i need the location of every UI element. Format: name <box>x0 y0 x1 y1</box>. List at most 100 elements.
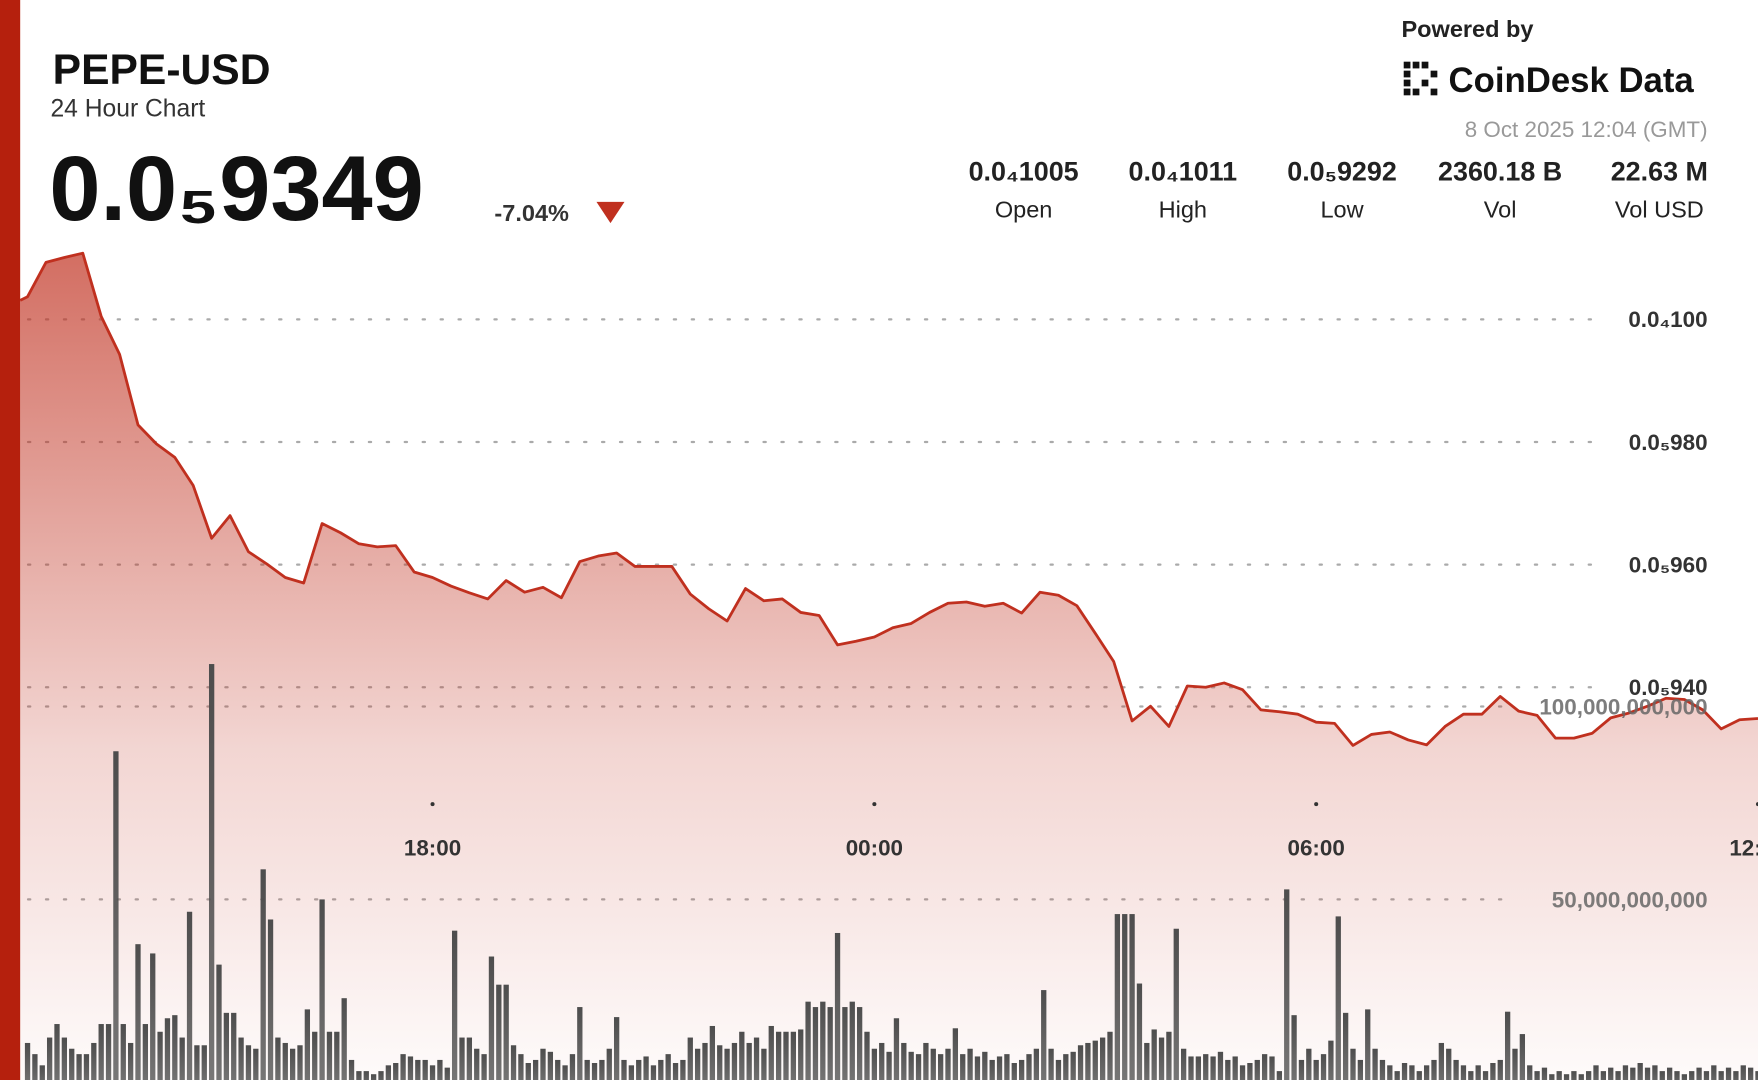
volume-bar <box>422 1059 428 1080</box>
volume-bar <box>164 1018 171 1080</box>
volume-bar <box>1203 1054 1209 1080</box>
volume-bar <box>216 964 222 1080</box>
volume-bar <box>1527 1065 1533 1080</box>
volume-bar <box>1541 1067 1548 1080</box>
volume-bar <box>775 1031 782 1080</box>
volume-bar <box>591 1063 598 1080</box>
volume-bar <box>407 1056 414 1080</box>
volume-bar <box>1328 1040 1334 1080</box>
volume-bar <box>1615 1071 1621 1080</box>
volume-bar <box>562 1065 568 1080</box>
volume-bar <box>1401 1063 1408 1080</box>
volume-bar <box>208 664 215 1080</box>
volume-bar <box>223 1012 230 1080</box>
volume-bar <box>650 1065 657 1080</box>
volume-bar <box>334 1031 340 1080</box>
stat-label: High <box>1159 197 1207 223</box>
current-price: 0.0₅9349 <box>49 138 423 240</box>
stat-value: 0.0₄1005 <box>969 157 1079 187</box>
stat-label: Vol <box>1484 197 1517 223</box>
volume-bar <box>658 1059 664 1080</box>
volume-bar <box>91 1042 97 1080</box>
volume-bar <box>312 1031 318 1080</box>
volume-bar <box>672 1063 679 1080</box>
volume-bar <box>761 1048 767 1080</box>
volume-bar <box>1298 1059 1305 1080</box>
x-tick <box>872 802 877 807</box>
volume-bar <box>69 1048 75 1080</box>
volume-bar <box>1571 1071 1577 1080</box>
volume-bar <box>1335 916 1341 1080</box>
volume-bar <box>1438 1042 1445 1080</box>
volume-bar <box>245 1045 252 1080</box>
volume-bar <box>518 1054 524 1080</box>
volume-bar <box>253 1048 259 1080</box>
volume-bar <box>385 1065 392 1080</box>
volume-bar <box>194 1045 200 1080</box>
volume-bar <box>341 998 347 1080</box>
volume-bar <box>996 1056 1003 1080</box>
volume-bar <box>1239 1065 1246 1080</box>
volume-bar <box>540 1048 546 1080</box>
volume-bar <box>1350 1048 1356 1080</box>
volume-bar <box>1276 1071 1283 1080</box>
volume-bar <box>628 1065 635 1080</box>
volume-bar <box>1041 990 1047 1080</box>
volume-bar <box>127 1042 134 1080</box>
volume-bar <box>1652 1065 1658 1080</box>
volume-bar <box>363 1071 369 1080</box>
volume-bar <box>555 1059 561 1080</box>
volume-bar <box>864 1031 870 1080</box>
volume-bar <box>1689 1071 1695 1080</box>
volume-bar <box>1107 1031 1113 1080</box>
volume-bar <box>459 1037 465 1080</box>
volume-bar <box>820 1001 826 1080</box>
volume-bar <box>1423 1065 1430 1080</box>
volume-bar <box>267 919 274 1080</box>
volume-bar <box>1158 1037 1165 1080</box>
volume-bar <box>569 1054 576 1080</box>
volume-bar <box>1217 1051 1224 1080</box>
y-tick-label: 0.0₅940 <box>1629 675 1708 700</box>
volume-bar <box>260 869 266 1080</box>
volume-bar <box>1718 1071 1724 1080</box>
volume-bar <box>805 1001 811 1080</box>
volume-bar <box>694 1048 701 1080</box>
volume-bar <box>179 1037 185 1080</box>
volume-bar <box>39 1065 45 1080</box>
volume-bar <box>915 1054 922 1080</box>
volume-bar <box>1711 1065 1717 1080</box>
volume-bar <box>297 1045 303 1080</box>
stat-label: Low <box>1320 197 1364 223</box>
volume-bar <box>717 1045 723 1080</box>
volume-bar <box>989 1059 995 1080</box>
volume-bar <box>54 1024 60 1080</box>
volume-bar <box>319 899 325 1080</box>
volume-bar <box>1659 1071 1665 1080</box>
volume-bar <box>577 1007 583 1080</box>
volume-bar <box>444 1067 450 1080</box>
volume-bar <box>547 1051 554 1080</box>
volume-bar <box>1409 1065 1415 1080</box>
stat-value: 0.0₄1011 <box>1129 157 1238 187</box>
volume-bar <box>599 1059 605 1080</box>
volume-bar <box>1063 1054 1069 1080</box>
stat-value: 0.0₅9292 <box>1287 157 1397 187</box>
stat-label: Vol USD <box>1615 197 1704 223</box>
volume-bar <box>1585 1071 1592 1080</box>
volume-bar <box>46 1037 53 1080</box>
area-layer <box>20 253 1758 1080</box>
volume-bar <box>503 984 509 1080</box>
volume-bar <box>1166 1031 1172 1080</box>
volume-bar <box>812 1007 819 1080</box>
x-tick-label: 18:00 <box>404 836 461 861</box>
volume-bar <box>76 1054 82 1080</box>
volume-bar <box>370 1074 377 1080</box>
volume-bar <box>1593 1065 1599 1080</box>
y-tick-label: 0.0₄100 <box>1628 307 1707 332</box>
volume-bar <box>680 1059 686 1080</box>
volume-bar <box>886 1051 892 1080</box>
y-tick-label: 0.0₅960 <box>1629 552 1708 577</box>
volume-bar <box>393 1063 399 1080</box>
price-area <box>20 253 1758 1080</box>
